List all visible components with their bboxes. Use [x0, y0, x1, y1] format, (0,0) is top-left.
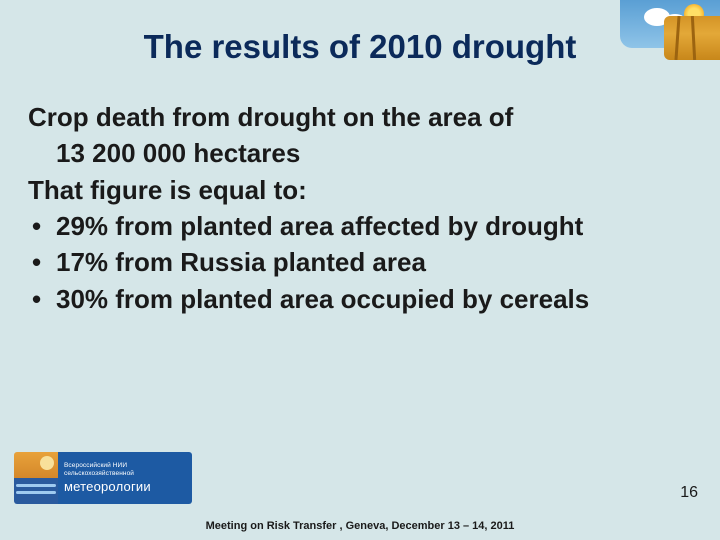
bullet-marker: •	[28, 282, 56, 316]
compare-line: That figure is equal to:	[28, 173, 692, 207]
bullet-list: • 29% from planted area affected by drou…	[28, 209, 692, 316]
corner-decoration	[560, 0, 720, 60]
bullet-marker: •	[28, 209, 56, 243]
footer-text: Meeting on Risk Transfer , Geneva, Decem…	[0, 520, 720, 532]
slide-content: Crop death from drought on the area of 1…	[0, 84, 720, 316]
bullet-text: 29% from planted area affected by drough…	[56, 209, 692, 243]
bullet-item: • 29% from planted area affected by drou…	[28, 209, 692, 243]
lead-line-2: 13 200 000 hectares	[28, 136, 692, 170]
page-number: 16	[680, 484, 698, 502]
org-logo: Всероссийский НИИ сельскохозяйственной м…	[14, 452, 192, 504]
bullet-text: 17% from Russia planted area	[56, 245, 692, 279]
bullet-marker: •	[28, 245, 56, 279]
bullet-text: 30% from planted area occupied by cereal…	[56, 282, 692, 316]
lead-line-1: Crop death from drought on the area of	[28, 100, 692, 134]
bullet-item: • 30% from planted area occupied by cere…	[28, 282, 692, 316]
logo-text-block: Всероссийский НИИ сельскохозяйственной м…	[58, 452, 192, 504]
logo-emblem	[14, 452, 58, 504]
slide: The results of 2010 drought Crop death f…	[0, 0, 720, 540]
bullet-item: • 17% from Russia planted area	[28, 245, 692, 279]
logo-top-text: Всероссийский НИИ сельскохозяйственной	[64, 462, 186, 478]
logo-bottom-text: метеорологии	[64, 479, 186, 494]
